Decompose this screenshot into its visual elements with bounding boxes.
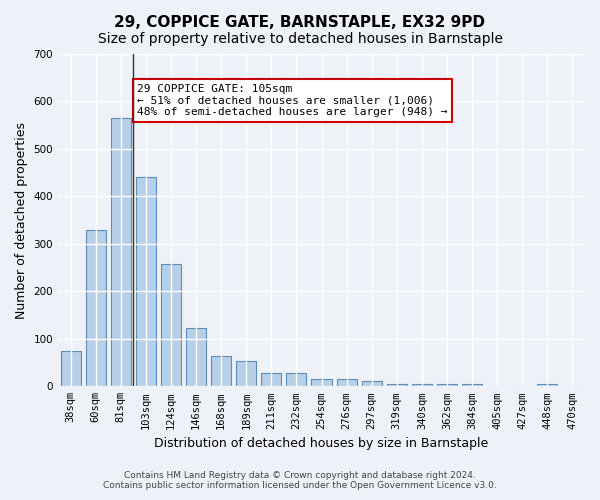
- Text: Contains HM Land Registry data © Crown copyright and database right 2024.
Contai: Contains HM Land Registry data © Crown c…: [103, 470, 497, 490]
- Text: 29, COPPICE GATE, BARNSTAPLE, EX32 9PD: 29, COPPICE GATE, BARNSTAPLE, EX32 9PD: [115, 15, 485, 30]
- Bar: [362, 381, 382, 386]
- Bar: [261, 373, 281, 386]
- Text: Size of property relative to detached houses in Barnstaple: Size of property relative to detached ho…: [97, 32, 503, 46]
- Bar: [111, 118, 131, 386]
- Bar: [61, 350, 80, 386]
- Bar: [86, 230, 106, 386]
- Bar: [538, 384, 557, 386]
- X-axis label: Distribution of detached houses by size in Barnstaple: Distribution of detached houses by size …: [154, 437, 488, 450]
- Y-axis label: Number of detached properties: Number of detached properties: [15, 122, 28, 318]
- Bar: [337, 379, 356, 386]
- Bar: [186, 328, 206, 386]
- Bar: [462, 384, 482, 386]
- Bar: [412, 384, 432, 386]
- Bar: [387, 384, 407, 386]
- Bar: [136, 178, 156, 386]
- Bar: [437, 384, 457, 386]
- Bar: [286, 373, 307, 386]
- Bar: [311, 378, 332, 386]
- Bar: [211, 356, 231, 386]
- Bar: [161, 264, 181, 386]
- Text: 29 COPPICE GATE: 105sqm
← 51% of detached houses are smaller (1,006)
48% of semi: 29 COPPICE GATE: 105sqm ← 51% of detache…: [137, 84, 448, 117]
- Bar: [236, 361, 256, 386]
